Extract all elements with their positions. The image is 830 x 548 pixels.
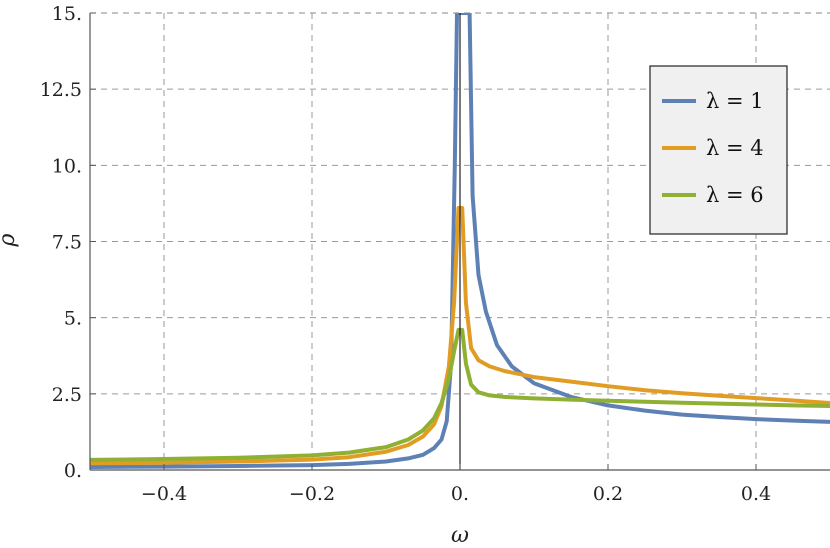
y-tick-label: 10. [52,155,82,177]
series-line-3 [90,327,830,462]
legend-label-3: λ = 6 [706,183,764,207]
y-axis-title: ρ [0,233,20,247]
y-tick-label: 12.5 [40,79,82,101]
tick-labels: −0.4 −0.2 0. 0.2 0.4 0. 2.5 5. 7.5 10. 12.5 15. [40,3,771,505]
legend-label-2: λ = 4 [706,136,764,160]
x-tick-label: −0.4 [141,483,187,505]
legend: λ = 1 λ = 4 λ = 6 [649,65,788,235]
y-tick-label: 7.5 [52,232,82,254]
x-tick-label: 0. [451,483,469,505]
x-tick-label: 0.2 [593,483,623,505]
y-tick-label: 15. [52,3,82,25]
x-axis-title: ω [451,523,469,548]
legend-label-1: λ = 1 [706,89,764,113]
x-tick-label: 0.4 [741,483,771,505]
series-layer [90,13,830,469]
series-line-2 [90,206,830,466]
y-tick-label: 0. [64,460,82,482]
x-tick-label: −0.2 [289,483,335,505]
series-line-1 [90,13,830,469]
y-tick-label: 5. [64,308,82,330]
y-tick-label: 2.5 [52,384,82,406]
